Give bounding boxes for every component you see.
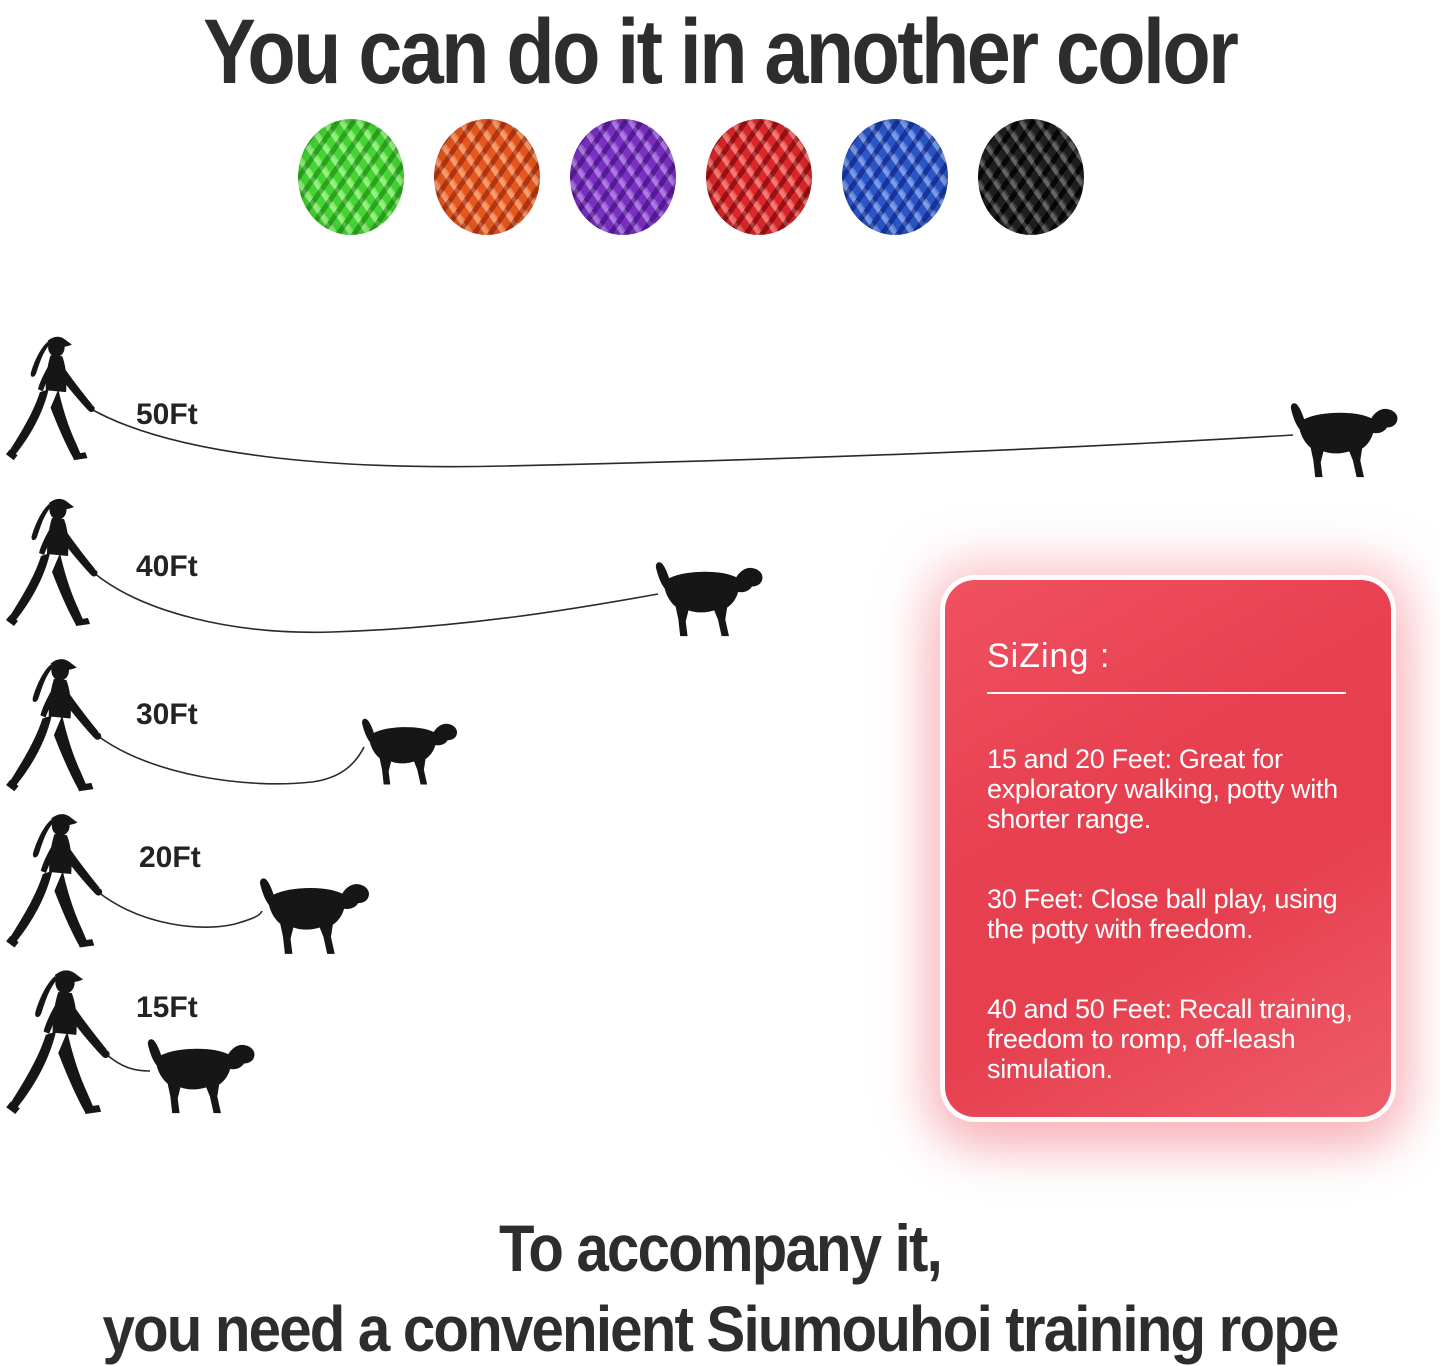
color-swatch-green [298, 119, 404, 235]
color-swatch-red [706, 119, 812, 235]
color-swatch-row [298, 119, 1084, 235]
person-silhouette [6, 970, 110, 1115]
footer-tagline: To accompany it, you need a convenient S… [0, 1210, 1440, 1366]
sizing-paragraph-15-20ft: 15 and 20 Feet: Great for exploratory wa… [987, 744, 1338, 834]
sizing-paragraph-40-50ft: 40 and 50 Feet: Recall training, freedom… [987, 994, 1353, 1084]
person-silhouette [6, 498, 98, 626]
page-title-text: You can do it in another color [203, 1, 1239, 103]
footer-line-2: you need a convenient Siumouhoi training… [102, 1293, 1339, 1365]
leash-line-50ft [90, 408, 1294, 468]
sizing-card: SiZing : 15 and 20 Feet: Great for explo… [945, 580, 1391, 1117]
dog-silhouette [362, 718, 458, 785]
dog-silhouette [1290, 403, 1398, 478]
length-label-50ft: 50Ft [136, 398, 198, 431]
leash-line-20ft [97, 891, 263, 928]
leash-line-40ft [93, 572, 659, 634]
person-silhouette [6, 814, 103, 948]
length-label-20ft: 20Ft [139, 841, 201, 874]
person-silhouette [5, 336, 95, 461]
length-label-15ft: 15Ft [136, 991, 198, 1024]
color-swatch-orange [434, 119, 540, 235]
color-swatch-purple [570, 119, 676, 235]
color-swatch-black [978, 119, 1084, 235]
length-label-40ft: 40Ft [136, 550, 198, 583]
sizing-card-heading: SiZing : [987, 637, 1111, 675]
sizing-card-divider [987, 692, 1346, 694]
dog-silhouette [147, 1039, 255, 1114]
footer-line-1: To accompany it, [499, 1211, 943, 1285]
length-label-30ft: 30Ft [136, 698, 198, 731]
leash-line-30ft [97, 735, 365, 785]
dog-silhouette [655, 562, 763, 637]
dog-silhouette [260, 878, 369, 954]
color-swatch-blue [842, 119, 948, 235]
leash-line-15ft [105, 1053, 151, 1072]
person-silhouette [6, 659, 102, 792]
sizing-paragraph-30ft: 30 Feet: Close ball play, using the pott… [987, 884, 1338, 944]
page-title: You can do it in another color [0, 0, 1440, 105]
